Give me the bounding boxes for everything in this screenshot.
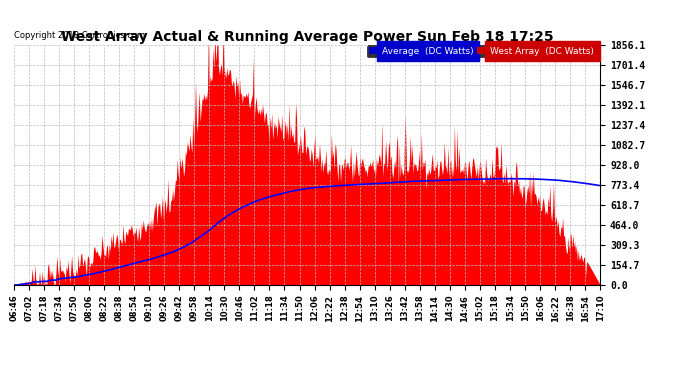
- Legend: Average  (DC Watts), West Array  (DC Watts): Average (DC Watts), West Array (DC Watts…: [367, 45, 595, 57]
- Text: Copyright 2018 Cartronics.com: Copyright 2018 Cartronics.com: [14, 31, 145, 40]
- Title: West Array Actual & Running Average Power Sun Feb 18 17:25: West Array Actual & Running Average Powe…: [61, 30, 553, 44]
